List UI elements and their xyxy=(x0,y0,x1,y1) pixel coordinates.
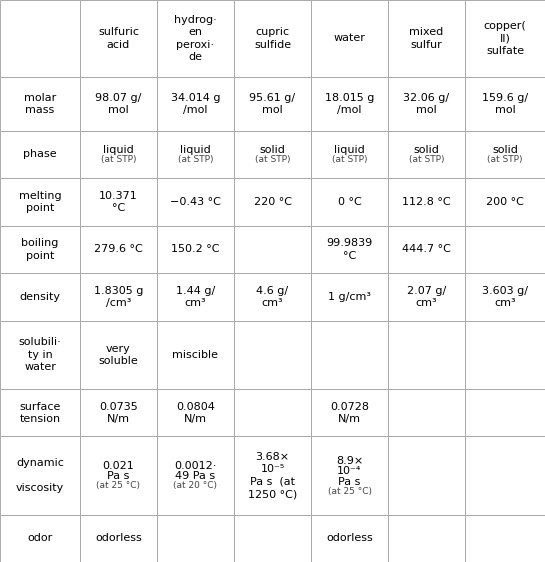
Text: liquid: liquid xyxy=(180,145,211,155)
Text: (at 20 °C): (at 20 °C) xyxy=(173,482,217,491)
Text: 220 °C: 220 °C xyxy=(253,197,292,207)
Text: water: water xyxy=(334,33,366,43)
Text: 444.7 °C: 444.7 °C xyxy=(402,244,451,255)
Text: density: density xyxy=(20,292,60,302)
Text: surface
tension: surface tension xyxy=(19,401,60,424)
Text: 0.0012·: 0.0012· xyxy=(174,461,217,471)
Text: 4.6 g/
cm³: 4.6 g/ cm³ xyxy=(257,285,288,308)
Text: 1.8305 g
/cm³: 1.8305 g /cm³ xyxy=(94,285,143,308)
Text: 18.015 g
/mol: 18.015 g /mol xyxy=(325,93,374,115)
Text: (at STP): (at STP) xyxy=(332,155,367,164)
Text: 10.371
°C: 10.371 °C xyxy=(99,191,138,213)
Text: 3.603 g/
cm³: 3.603 g/ cm³ xyxy=(482,285,528,308)
Text: boiling
point: boiling point xyxy=(21,238,59,261)
Text: 1 g/cm³: 1 g/cm³ xyxy=(328,292,371,302)
Text: mixed
sulfur: mixed sulfur xyxy=(409,27,444,49)
Text: 2.07 g/
cm³: 2.07 g/ cm³ xyxy=(407,285,446,308)
Text: (at STP): (at STP) xyxy=(487,155,523,164)
Text: molar
mass: molar mass xyxy=(24,93,56,115)
Text: 159.6 g/
mol: 159.6 g/ mol xyxy=(482,93,528,115)
Text: 32.06 g/
mol: 32.06 g/ mol xyxy=(403,93,450,115)
Text: odorless: odorless xyxy=(326,533,373,543)
Text: sulfuric
acid: sulfuric acid xyxy=(98,27,139,49)
Text: 150.2 °C: 150.2 °C xyxy=(171,244,220,255)
Text: 279.6 °C: 279.6 °C xyxy=(94,244,143,255)
Text: 8.9×: 8.9× xyxy=(336,456,363,466)
Text: solid: solid xyxy=(414,145,439,155)
Text: dynamic

viscosity: dynamic viscosity xyxy=(16,458,64,493)
Text: odor: odor xyxy=(27,533,53,543)
Text: (at STP): (at STP) xyxy=(101,155,136,164)
Text: 200 °C: 200 °C xyxy=(486,197,524,207)
Text: hydrog·
en
peroxi·
de: hydrog· en peroxi· de xyxy=(174,15,217,62)
Text: 49 Pa s: 49 Pa s xyxy=(175,472,216,482)
Text: melting
point: melting point xyxy=(19,191,61,213)
Text: (at STP): (at STP) xyxy=(178,155,213,164)
Text: 99.9839
°C: 99.9839 °C xyxy=(326,238,373,261)
Text: (at 25 °C): (at 25 °C) xyxy=(96,482,141,491)
Text: odorless: odorless xyxy=(95,533,142,543)
Text: very
soluble: very soluble xyxy=(99,343,138,366)
Text: 0.0735
N/m: 0.0735 N/m xyxy=(99,401,138,424)
Text: liquid: liquid xyxy=(334,145,365,155)
Text: cupric
sulfide: cupric sulfide xyxy=(254,27,291,49)
Text: solid: solid xyxy=(492,145,518,155)
Text: miscible: miscible xyxy=(172,350,219,360)
Text: 0.021: 0.021 xyxy=(102,461,135,471)
Text: solid: solid xyxy=(259,145,286,155)
Text: 112.8 °C: 112.8 °C xyxy=(402,197,451,207)
Text: 1.44 g/
cm³: 1.44 g/ cm³ xyxy=(176,285,215,308)
Text: 0.0728
N/m: 0.0728 N/m xyxy=(330,401,369,424)
Text: 98.07 g/
mol: 98.07 g/ mol xyxy=(95,93,142,115)
Text: (at 25 °C): (at 25 °C) xyxy=(328,487,372,496)
Text: phase: phase xyxy=(23,149,57,160)
Text: 95.61 g/
mol: 95.61 g/ mol xyxy=(250,93,295,115)
Text: solubili·
ty in
water: solubili· ty in water xyxy=(19,337,62,372)
Text: (at STP): (at STP) xyxy=(255,155,290,164)
Text: −0.43 °C: −0.43 °C xyxy=(170,197,221,207)
Text: (at STP): (at STP) xyxy=(409,155,444,164)
Text: Pa s: Pa s xyxy=(338,477,361,487)
Text: Pa s: Pa s xyxy=(107,472,130,482)
Text: 0.0804
N/m: 0.0804 N/m xyxy=(176,401,215,424)
Text: 34.014 g
/mol: 34.014 g /mol xyxy=(171,93,220,115)
Text: 3.68×
10⁻⁵
Pa s  (at
1250 °C): 3.68× 10⁻⁵ Pa s (at 1250 °C) xyxy=(248,452,297,499)
Text: 10⁻⁴: 10⁻⁴ xyxy=(337,466,362,476)
Text: copper(
II)
sulfate: copper( II) sulfate xyxy=(483,21,526,56)
Text: liquid: liquid xyxy=(103,145,134,155)
Text: 0 °C: 0 °C xyxy=(338,197,361,207)
